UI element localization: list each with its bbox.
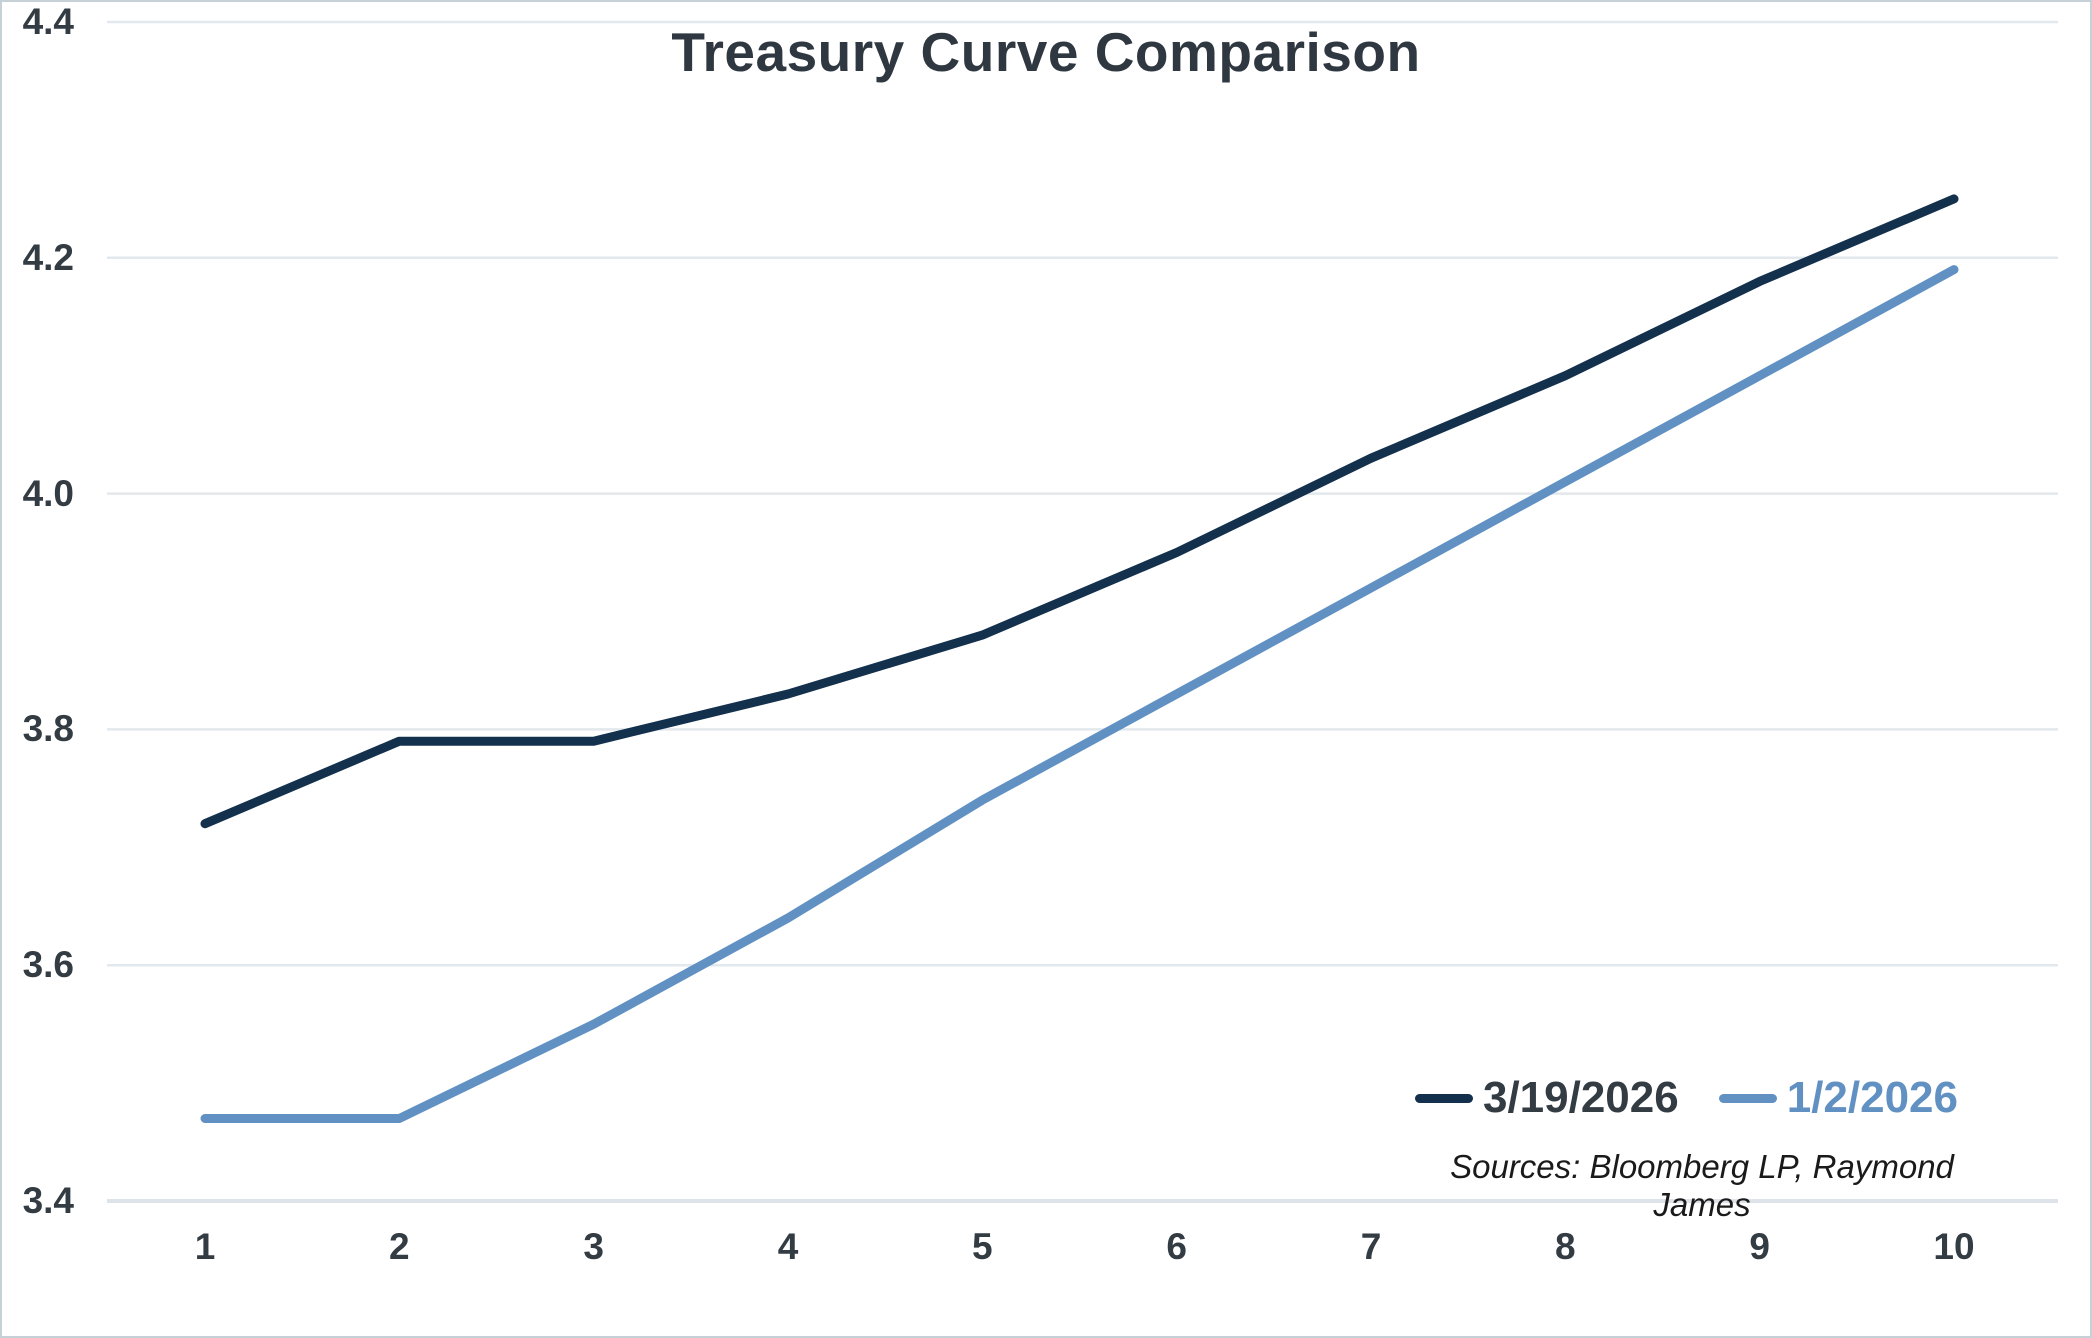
legend-item-series-0: 3/19/2026 [1414, 1073, 1679, 1122]
x-tick-label: 10 [1933, 1226, 1975, 1267]
x-tick-label: 6 [1166, 1226, 1187, 1267]
x-tick-label: 9 [1749, 1226, 1770, 1267]
y-tick-label: 4.2 [22, 236, 74, 278]
legend-label: 3/19/2026 [1482, 1073, 1679, 1122]
legend-label: 1/2/2026 [1786, 1073, 1958, 1122]
legend-dash-icon [1414, 1093, 1473, 1103]
x-tick-label: 7 [1360, 1226, 1382, 1267]
y-tick-label: 3.4 [22, 1180, 74, 1221]
x-tick-label: 2 [389, 1226, 410, 1267]
legend: 3/19/2026 1/2/2026 [1414, 1073, 1958, 1122]
x-tick-label: 8 [1555, 1226, 1576, 1267]
series-line-0 [200, 194, 1959, 829]
legend-item-series-1: 1/2/2026 [1718, 1073, 1958, 1122]
sources-note: Sources: Bloomberg LP, Raymond James [1450, 1148, 1954, 1223]
x-tick-label: 5 [972, 1226, 993, 1267]
x-tick-label: 1 [194, 1226, 216, 1267]
y-tick-label: 3.8 [22, 708, 74, 750]
chart-title: Treasury Curve Comparison [671, 21, 1421, 83]
series-line-1 [200, 265, 1959, 1123]
x-tick-label: 4 [777, 1226, 799, 1267]
y-tick-label: 4.0 [22, 472, 74, 514]
legend-dash-icon [1718, 1093, 1777, 1103]
y-tick-label: 3.6 [22, 944, 74, 986]
y-tick-label: 4.4 [22, 1, 74, 42]
x-tick-label: 3 [583, 1226, 604, 1267]
